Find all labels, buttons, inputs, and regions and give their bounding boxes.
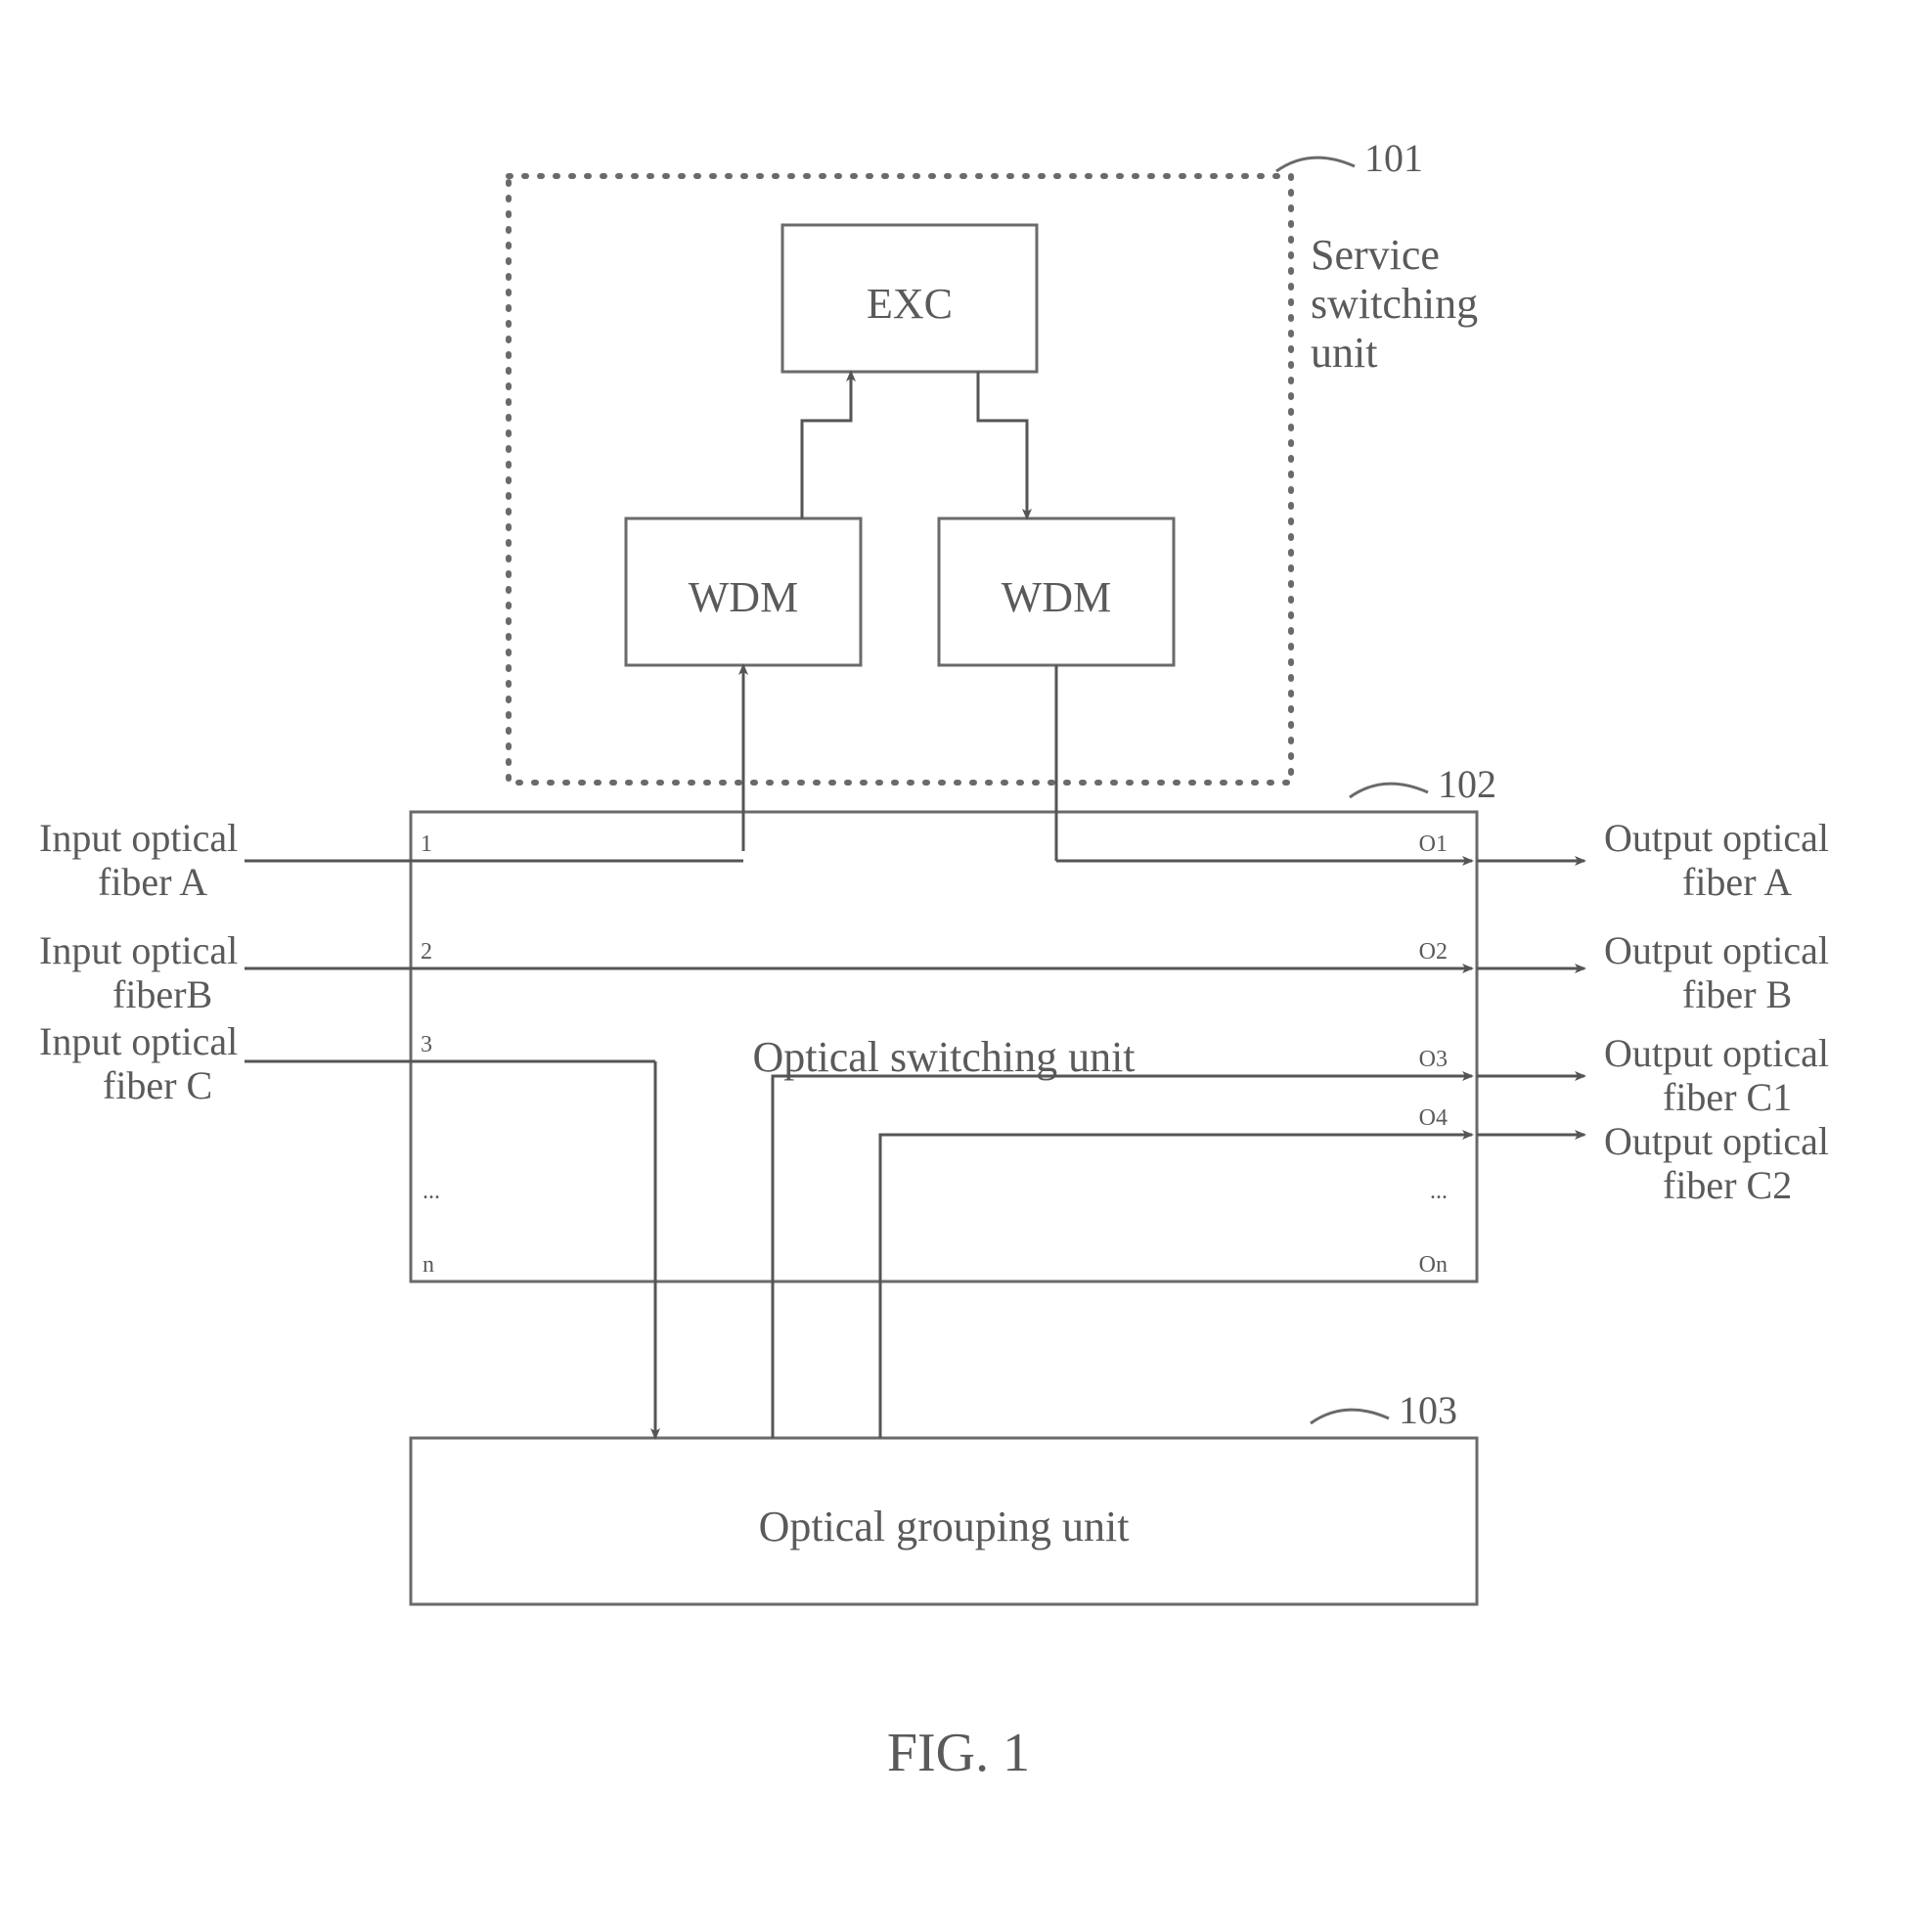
wdm-right-label: WDM (1002, 573, 1111, 621)
input-a-l1: Input optical (39, 816, 238, 860)
port-in3: 3 (421, 1032, 432, 1057)
callout-101: 101 (1364, 136, 1423, 180)
input-a-l2: fiber A (98, 860, 207, 904)
service-switching-unit-label-3: unit (1311, 329, 1377, 377)
input-b-l1: Input optical (39, 928, 238, 972)
port-o4: O4 (1419, 1105, 1448, 1131)
port-in1: 1 (421, 831, 432, 857)
input-c-l1: Input optical (39, 1019, 238, 1063)
output-b-l1: Output optical (1604, 928, 1829, 972)
port-o3: O3 (1419, 1047, 1448, 1072)
port-in2: 2 (421, 939, 432, 965)
output-c1-l2: fiber C1 (1663, 1075, 1792, 1119)
port-o1: O1 (1419, 831, 1448, 857)
port-inn: n (423, 1252, 434, 1278)
port-on: On (1419, 1252, 1448, 1278)
service-switching-unit-label-1: Service (1311, 231, 1440, 279)
port-o-dots: ... (1430, 1179, 1448, 1204)
input-c-l2: fiber C (103, 1063, 212, 1107)
figure-label: FIG. 1 (887, 1723, 1030, 1783)
output-a-l2: fiber A (1682, 860, 1792, 904)
output-c2-l2: fiber C2 (1663, 1163, 1792, 1207)
wdm-left-label: WDM (689, 573, 798, 621)
optical-grouping-unit-label: Optical grouping unit (759, 1503, 1130, 1550)
exc-label: EXC (867, 280, 953, 328)
output-c2-l1: Output optical (1604, 1119, 1829, 1163)
input-b-l2: fiberB (112, 972, 212, 1016)
optical-switching-unit-label: Optical switching unit (752, 1033, 1135, 1081)
port-in-dots: ... (423, 1179, 440, 1204)
port-o2: O2 (1419, 939, 1448, 965)
diagram: EXC WDM WDM Service switching unit 101 O… (0, 0, 1917, 1932)
output-b-l2: fiber B (1682, 972, 1792, 1016)
service-switching-unit-label-2: switching (1311, 280, 1478, 328)
callout-102: 102 (1438, 762, 1496, 806)
callout-103: 103 (1399, 1388, 1457, 1432)
output-a-l1: Output optical (1604, 816, 1829, 860)
output-c1-l1: Output optical (1604, 1031, 1829, 1075)
